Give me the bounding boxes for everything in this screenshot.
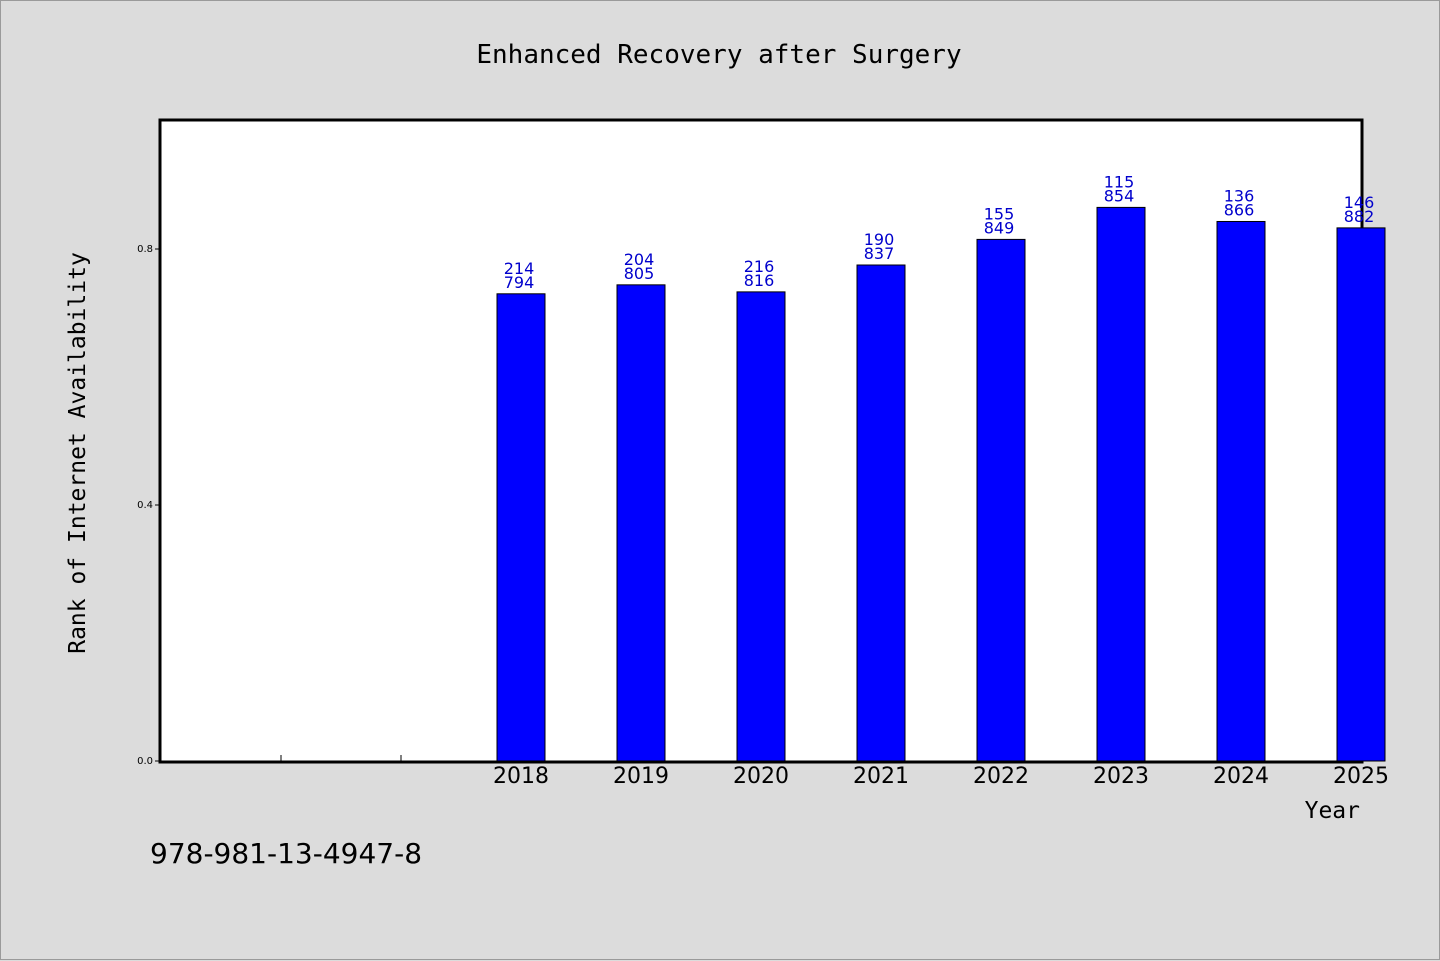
x-tick-label: 2024 [1213, 764, 1269, 789]
bar-value-label-upper: 155 [984, 204, 1015, 223]
bar [1216, 220, 1266, 762]
chart-title: Enhanced Recovery after Surgery [476, 40, 961, 70]
bar-value-label-upper: 146 [1344, 193, 1375, 212]
bar-value-label-lower: 805 [624, 264, 655, 283]
category-labels: 2018 2019 2020 2021 2022 2023 2024 2025 [493, 764, 1389, 789]
bar-value-label-lower: 866 [1224, 200, 1255, 219]
y-tick-label: 0.4 [137, 500, 153, 511]
x-tick-label: 2018 [493, 764, 549, 789]
x-axis-label: Year [1305, 798, 1360, 824]
bar-series [496, 206, 1386, 762]
y-axis: 0.0 0.4 0.8 [137, 244, 161, 767]
bar-value-label-upper: 136 [1224, 186, 1255, 205]
bar-value-label-lower: 882 [1344, 207, 1375, 226]
isbn-text: 978-981-13-4947-8 [150, 837, 422, 870]
bar-value-label-upper: 204 [624, 250, 655, 269]
bar [1096, 206, 1146, 762]
x-tick-label: 2019 [613, 764, 669, 789]
bar-value-label-upper: 115 [1104, 172, 1135, 191]
bar-value-label-lower: 854 [1104, 186, 1135, 205]
bar-value-label-upper: 214 [504, 259, 535, 278]
x-tick-label: 2022 [973, 764, 1029, 789]
bar [736, 291, 786, 762]
bar-value-label-lower: 794 [504, 273, 535, 292]
x-tick-label: 2020 [733, 764, 789, 789]
bar-value-label-lower: 816 [744, 271, 775, 290]
bar-value-label-lower: 837 [864, 244, 895, 263]
y-axis-label: Rank of Internet Availability [65, 252, 91, 654]
x-tick-label: 2023 [1093, 764, 1149, 789]
bar [976, 238, 1026, 762]
bar-value-label-upper: 190 [864, 230, 895, 249]
x-tick-label: 2021 [853, 764, 909, 789]
bar [496, 293, 546, 762]
bar [856, 264, 906, 762]
x-tick-label: 2025 [1333, 764, 1389, 789]
y-tick-label: 0.0 [137, 756, 153, 767]
bar-value-label-lower: 849 [984, 218, 1015, 237]
bar [1336, 227, 1386, 762]
y-tick-label: 0.8 [137, 244, 153, 255]
bar-value-label-upper: 216 [744, 257, 775, 276]
bar [616, 284, 666, 762]
